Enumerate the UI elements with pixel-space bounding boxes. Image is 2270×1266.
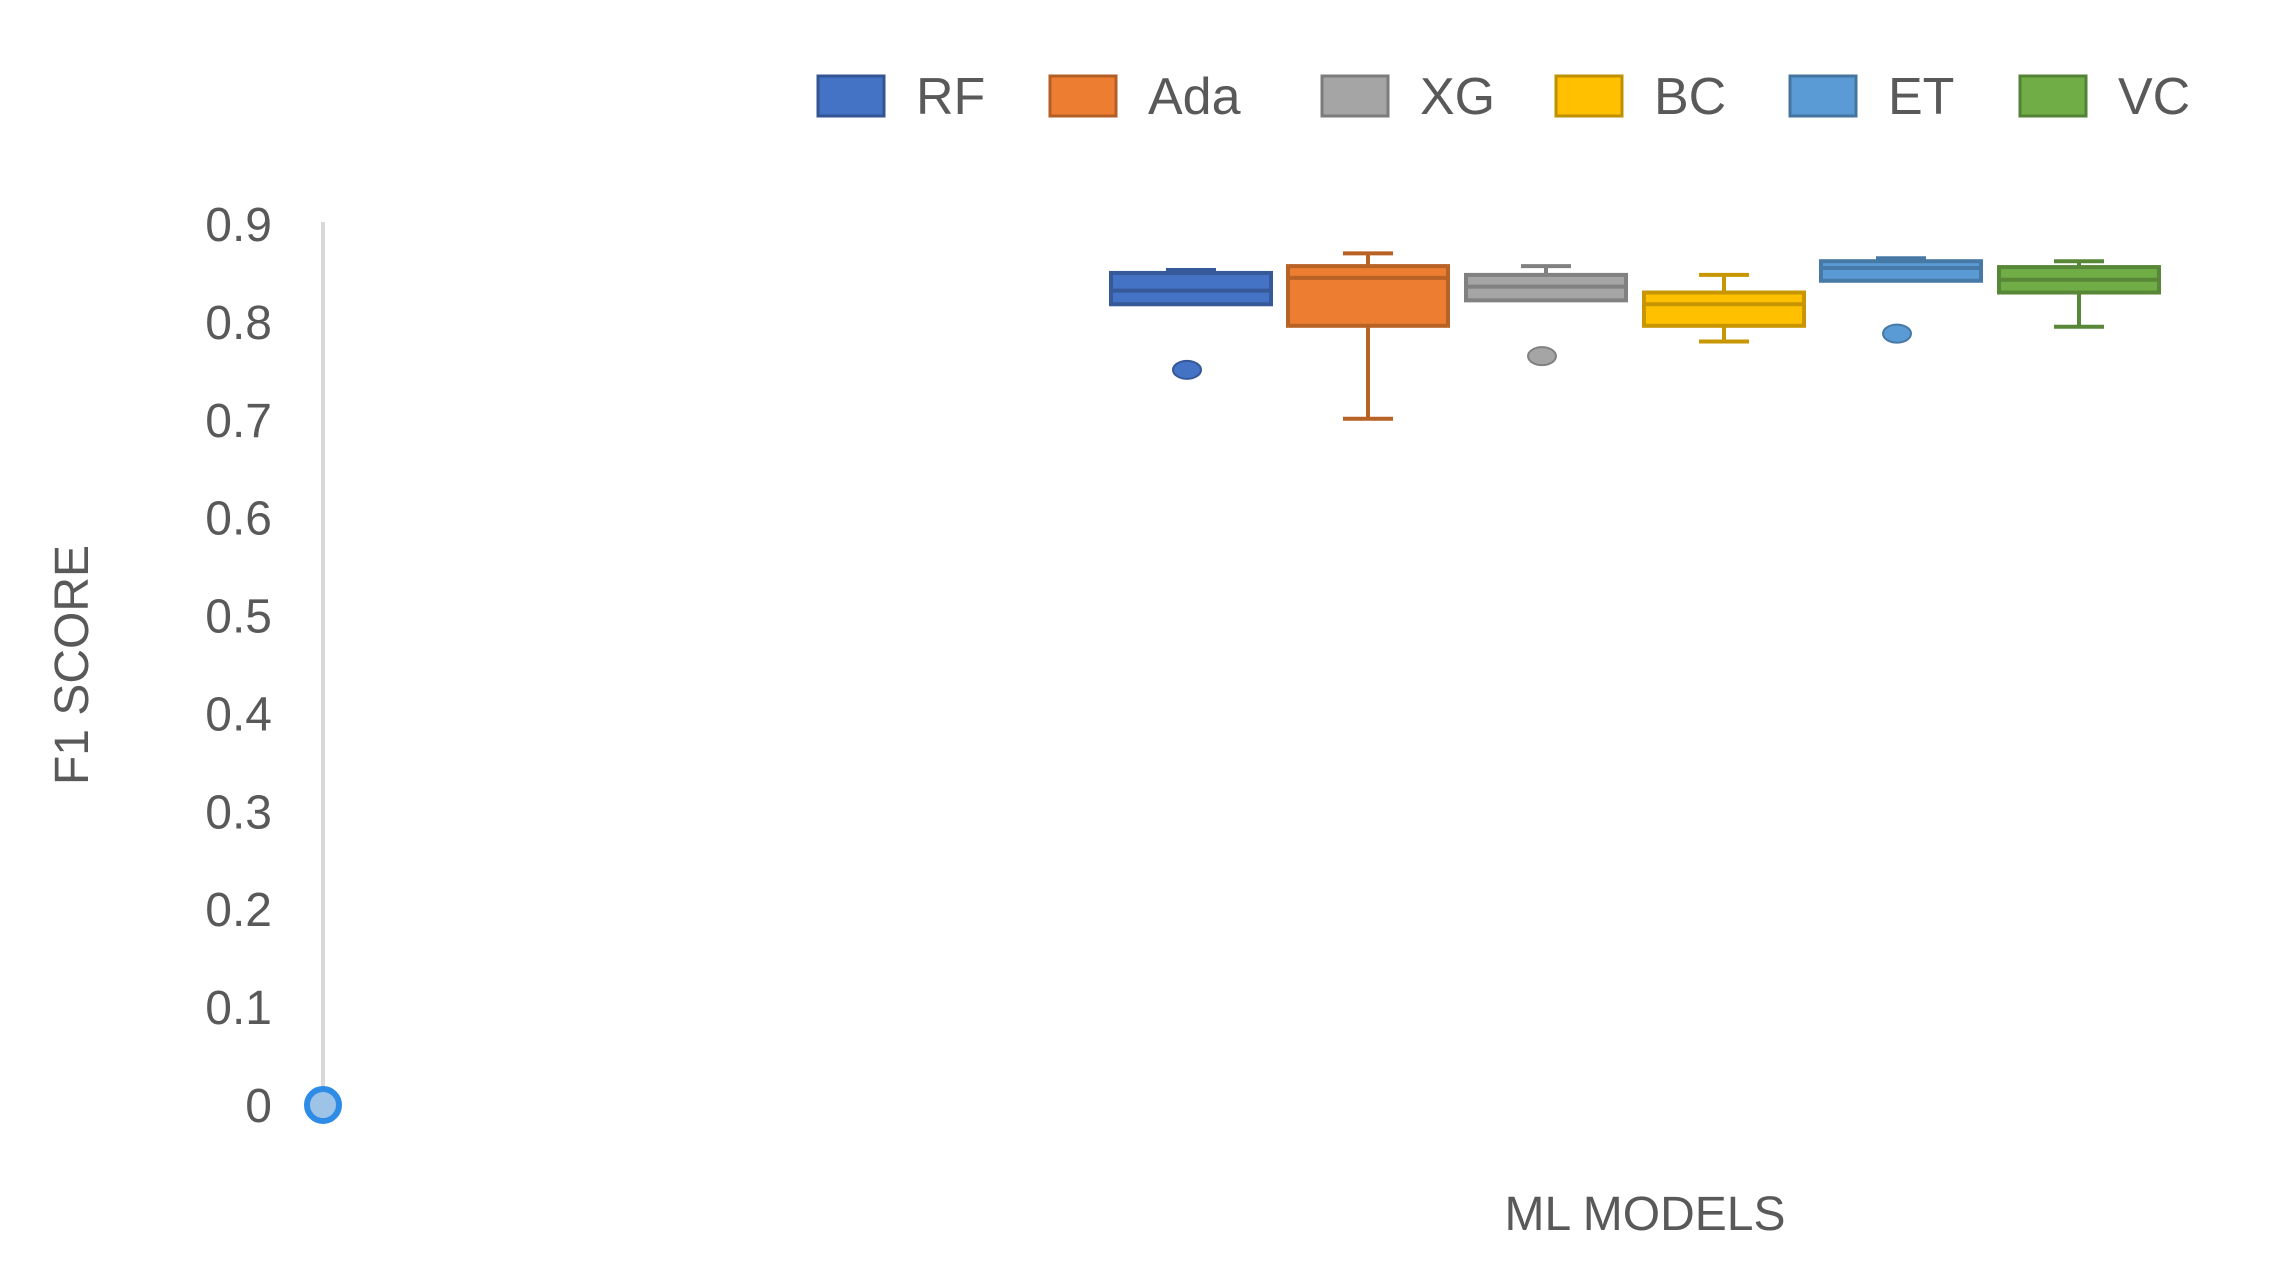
legend-label-rf: RF	[916, 68, 985, 126]
y-tick-label: 0.9	[205, 199, 272, 252]
legend-swatch-xg	[1320, 74, 1390, 118]
box-vc	[1997, 259, 2161, 329]
y-tick-labels: 0 0.1 0.2 0.3 0.4 0.5 0.6 0.7 0.8 0.9	[205, 199, 272, 1133]
legend-label-vc: VC	[2118, 68, 2190, 126]
legend-label-bc: BC	[1654, 68, 1726, 126]
box-rf	[1109, 268, 1273, 380]
y-tick-label: 0.7	[205, 395, 272, 448]
box-body	[1642, 290, 1806, 328]
y-tick-label: 0.3	[205, 786, 272, 839]
y-tick-label: 0.5	[205, 591, 272, 644]
origin-marker	[304, 1086, 342, 1124]
legend-label-et: ET	[1888, 68, 1954, 126]
y-tick-label: 0	[245, 1080, 272, 1133]
legend-swatch-bc	[1554, 74, 1624, 118]
outlier-point	[1882, 323, 1912, 344]
box-bc	[1642, 272, 1806, 344]
y-tick-label: 0.2	[205, 884, 272, 937]
outlier-point	[1527, 346, 1557, 367]
y-tick-label: 0.1	[205, 982, 272, 1035]
y-tick-label: 0.8	[205, 297, 272, 350]
box-xg	[1464, 264, 1628, 367]
legend: RF Ada XG BC ET VC	[816, 68, 2190, 126]
legend-swatch-rf	[816, 74, 886, 118]
y-tick-label: 0.4	[205, 688, 272, 741]
legend-label-ada: Ada	[1148, 68, 1241, 126]
legend-swatch-et	[1788, 74, 1858, 118]
box-series	[1109, 251, 2161, 421]
legend-swatch-ada	[1048, 74, 1118, 118]
y-tick-label: 0.6	[205, 493, 272, 546]
x-axis-title: ML MODELS	[1505, 1188, 1786, 1241]
box-body	[1819, 259, 1983, 283]
box-body	[1286, 264, 1450, 328]
legend-label-xg: XG	[1420, 68, 1495, 126]
y-axis-title: F1 SCORE	[46, 545, 99, 785]
box-ada	[1286, 251, 1450, 421]
legend-swatch-vc	[2018, 74, 2088, 118]
box-et	[1819, 256, 1983, 344]
outlier-point	[1172, 359, 1202, 380]
